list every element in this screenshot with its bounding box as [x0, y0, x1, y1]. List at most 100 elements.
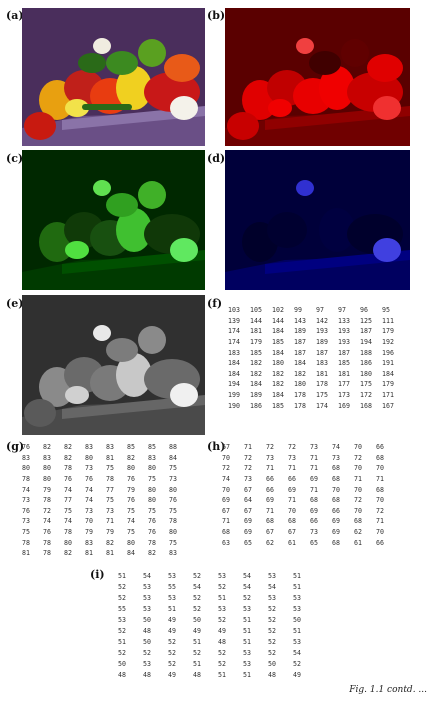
matrix-cell: 69 [332, 528, 340, 537]
matrix-cell: 73 [22, 496, 30, 505]
matrix-cell: 70 [332, 485, 340, 494]
matrix-cell: 68 [288, 517, 296, 526]
matrix-cell: 70 [222, 453, 230, 462]
matrix-row: 67 71 72 72 73 74 70 66 [222, 442, 398, 453]
matrix-cell: 97 [338, 306, 346, 315]
matrix-cell: 169 [338, 401, 350, 410]
matrix-cell: 80 [43, 475, 51, 484]
matrix-cell: 66 [266, 485, 274, 494]
matrix-row: 83 83 82 80 81 82 83 84 [22, 453, 190, 464]
matrix-cell: 72 [43, 506, 51, 515]
matrix-row: 70 67 66 69 71 70 70 68 [222, 484, 398, 495]
label-h: (h) [207, 440, 226, 453]
matrix-cell: 78 [43, 549, 51, 558]
matrix-cell: 80 [148, 464, 156, 473]
matrix-cell: 66 [288, 475, 296, 484]
matrix-g: 76 82 82 83 83 85 85 88 83 83 82 80 81 82 83 84 80 80 78 73… [22, 442, 190, 559]
matrix-cell: 78 [169, 517, 177, 526]
matrix-cell: 80 [43, 464, 51, 473]
matrix-cell: 75 [148, 475, 156, 484]
matrix-cell: 185 [272, 401, 284, 410]
matrix-cell: 80 [85, 453, 93, 462]
matrix-cell: 52 [293, 660, 301, 669]
matrix-cell: 82 [148, 549, 156, 558]
matrix-cell: 53 [293, 638, 301, 647]
matrix-cell: 52 [168, 649, 176, 658]
matrix-cell: 53 [293, 593, 301, 602]
matrix-cell: 68 [354, 517, 362, 526]
matrix-cell: 73 [22, 517, 30, 526]
matrix-cell: 52 [118, 582, 126, 591]
matrix-cell: 184 [272, 327, 284, 336]
matrix-cell: 186 [360, 359, 372, 368]
matrix-cell: 49 [218, 627, 226, 636]
matrix-cell: 189 [250, 391, 262, 400]
matrix-row: 78 80 76 76 78 76 75 73 [22, 474, 190, 485]
matrix-cell: 51 [293, 571, 301, 580]
matrix-cell: 180 [360, 369, 372, 378]
matrix-row: 184 182 180 184 183 185 186 191 [228, 358, 404, 369]
image-blue-channel [225, 150, 410, 290]
matrix-cell: 175 [360, 380, 372, 389]
matrix-cell: 55 [168, 582, 176, 591]
matrix-cell: 49 [193, 627, 201, 636]
matrix-cell: 69 [222, 496, 230, 505]
matrix-row: 50 53 52 51 52 53 50 52 [118, 659, 318, 670]
matrix-cell: 73 [310, 528, 318, 537]
matrix-row: 73 78 77 74 75 76 80 76 [22, 495, 190, 506]
matrix-cell: 72 [354, 496, 362, 505]
matrix-cell: 82 [64, 549, 72, 558]
matrix-cell: 50 [193, 615, 201, 624]
matrix-cell: 82 [64, 443, 72, 452]
matrix-cell: 71 [354, 475, 362, 484]
matrix-cell: 71 [288, 464, 296, 473]
matrix-cell: 66 [332, 506, 340, 515]
matrix-cell: 68 [266, 517, 274, 526]
matrix-cell: 181 [250, 327, 262, 336]
matrix-cell: 52 [243, 593, 251, 602]
matrix-cell: 69 [332, 517, 340, 526]
matrix-cell: 175 [316, 391, 328, 400]
matrix-cell: 84 [127, 549, 135, 558]
matrix-cell: 53 [218, 571, 226, 580]
matrix-cell: 52 [168, 660, 176, 669]
matrix-cell: 67 [288, 528, 296, 537]
matrix-cell: 52 [118, 649, 126, 658]
matrix-cell: 181 [338, 369, 350, 378]
matrix-row: 53 50 49 50 52 51 52 50 [118, 614, 318, 625]
matrix-row: 73 74 74 70 71 74 76 78 [22, 516, 190, 527]
matrix-row: 68 69 67 67 73 69 62 70 [222, 527, 398, 538]
matrix-cell: 97 [316, 306, 324, 315]
matrix-cell: 66 [376, 443, 384, 452]
image-red-channel [225, 8, 410, 146]
matrix-cell: 72 [222, 464, 230, 473]
matrix-cell: 178 [316, 380, 328, 389]
image-grayscale [22, 295, 205, 435]
matrix-row: 52 52 52 52 52 53 52 54 [118, 648, 318, 659]
matrix-cell: 78 [22, 538, 30, 547]
matrix-cell: 69 [244, 517, 252, 526]
matrix-cell: 74 [85, 496, 93, 505]
matrix-cell: 180 [294, 380, 306, 389]
matrix-cell: 102 [272, 306, 284, 315]
matrix-cell: 105 [250, 306, 262, 315]
matrix-cell: 181 [316, 369, 328, 378]
matrix-cell: 192 [382, 338, 394, 347]
matrix-cell: 82 [127, 453, 135, 462]
matrix-cell: 54 [243, 582, 251, 591]
matrix-cell: 70 [85, 517, 93, 526]
matrix-cell: 80 [127, 538, 135, 547]
matrix-cell: 50 [268, 660, 276, 669]
matrix-cell: 74 [22, 485, 30, 494]
matrix-f: 103 105 102 99 97 97 96 95 139 144 144 143 142 133 125… [228, 305, 404, 411]
matrix-cell: 52 [143, 649, 151, 658]
matrix-cell: 73 [244, 475, 252, 484]
matrix-cell: 67 [222, 443, 230, 452]
matrix-cell: 182 [294, 369, 306, 378]
matrix-cell: 66 [376, 538, 384, 547]
matrix-cell: 179 [250, 338, 262, 347]
matrix-cell: 53 [243, 604, 251, 613]
label-i: (i) [90, 568, 105, 581]
matrix-row: 52 48 49 49 49 51 52 51 [118, 625, 318, 636]
matrix-row: 55 53 51 52 53 53 52 53 [118, 603, 318, 614]
